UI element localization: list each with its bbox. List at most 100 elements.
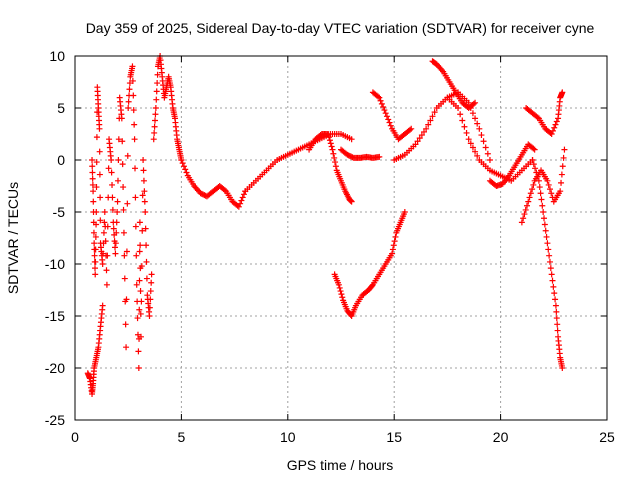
data-point xyxy=(325,131,332,137)
data-point xyxy=(522,206,529,213)
data-point xyxy=(92,246,99,253)
data-point xyxy=(330,150,337,157)
series-bump-14-15 xyxy=(369,89,415,143)
data-point xyxy=(518,219,525,226)
data-point xyxy=(238,197,245,204)
data-point xyxy=(431,109,438,116)
plot-frame xyxy=(74,55,608,421)
data-point xyxy=(461,123,468,130)
data-point xyxy=(125,98,132,105)
data-point xyxy=(550,283,557,290)
data-point xyxy=(89,163,96,170)
data-point xyxy=(92,265,99,272)
series-early-scatter-b xyxy=(89,63,155,371)
series-hump-11-13 xyxy=(306,131,355,205)
data-point xyxy=(132,223,139,230)
data-point xyxy=(531,146,538,153)
data-point xyxy=(137,310,144,317)
data-point xyxy=(551,124,558,131)
series-peak-17-18 xyxy=(429,58,479,111)
data-point xyxy=(474,120,481,127)
data-point xyxy=(339,294,346,301)
data-point xyxy=(108,169,115,176)
data-point xyxy=(463,129,470,136)
data-point xyxy=(476,125,483,132)
data-point xyxy=(136,306,143,313)
data-point xyxy=(146,304,153,311)
data-point xyxy=(529,186,536,193)
data-point xyxy=(131,121,138,128)
series-early-scatter-a xyxy=(84,302,106,397)
data-point xyxy=(124,200,131,207)
data-point xyxy=(470,100,477,107)
data-point xyxy=(119,138,126,145)
data-point xyxy=(130,107,137,114)
data-point xyxy=(385,116,392,123)
data-point xyxy=(537,190,544,197)
data-point xyxy=(558,179,565,186)
data-point xyxy=(539,202,546,209)
data-point xyxy=(91,252,98,259)
data-point xyxy=(104,252,111,259)
data-point xyxy=(140,177,147,184)
data-point xyxy=(121,252,128,259)
data-point xyxy=(328,143,335,150)
data-point xyxy=(472,148,479,155)
data-point xyxy=(143,258,150,265)
data-point xyxy=(139,192,146,199)
data-point xyxy=(141,198,148,205)
data-point xyxy=(112,250,119,257)
x-tick-label: 15 xyxy=(386,429,402,445)
y-axis-label: SDTVAR / TECUs xyxy=(5,182,21,294)
chart-title: Day 359 of 2025, Sidereal Day-to-day VTE… xyxy=(86,20,595,36)
data-point xyxy=(425,121,432,128)
data-point xyxy=(151,129,158,136)
data-point xyxy=(538,196,545,203)
data-point xyxy=(123,248,130,255)
data-point xyxy=(545,181,552,188)
x-tick-label: 0 xyxy=(71,429,79,445)
data-point xyxy=(133,252,140,259)
data-point xyxy=(335,281,342,288)
data-point xyxy=(112,240,119,247)
data-point xyxy=(92,233,99,240)
data-point xyxy=(92,271,99,278)
data-point xyxy=(378,100,385,107)
data-point xyxy=(97,217,104,224)
data-point xyxy=(552,302,559,309)
data-point xyxy=(148,271,155,278)
data-point xyxy=(348,198,355,205)
data-point xyxy=(90,229,97,236)
data-point xyxy=(529,157,536,163)
data-point xyxy=(455,105,462,111)
data-point xyxy=(153,96,160,103)
data-point xyxy=(97,194,104,201)
data-point xyxy=(369,282,376,289)
data-point xyxy=(381,107,388,114)
data-point xyxy=(183,169,190,176)
data-point xyxy=(553,308,560,315)
series-late-drop xyxy=(529,157,566,371)
data-point xyxy=(142,209,149,215)
data-point xyxy=(520,215,527,222)
data-point xyxy=(110,225,117,232)
data-point xyxy=(143,242,150,249)
data-point xyxy=(559,89,566,96)
data-point xyxy=(559,365,566,371)
data-point xyxy=(332,163,339,170)
data-point xyxy=(540,209,547,215)
data-point xyxy=(541,215,548,222)
x-tick-label: 25 xyxy=(599,429,615,445)
data-point xyxy=(146,313,153,319)
data-point xyxy=(99,302,106,309)
data-point xyxy=(96,148,103,155)
data-point xyxy=(544,177,551,184)
data-point xyxy=(126,86,133,93)
series-late-arc-19-21 xyxy=(486,141,538,189)
data-point xyxy=(152,117,159,124)
data-point xyxy=(109,206,116,213)
data-point xyxy=(136,277,143,284)
data-point xyxy=(377,97,384,104)
data-point xyxy=(114,177,121,184)
series-dip-12-13 xyxy=(331,209,408,319)
